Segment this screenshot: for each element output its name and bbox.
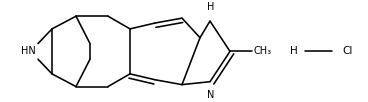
Text: N: N [207, 90, 215, 100]
Text: H: H [207, 2, 215, 12]
Text: CH₃: CH₃ [254, 46, 272, 56]
Text: H: H [290, 46, 298, 56]
Text: Cl: Cl [342, 46, 353, 56]
Text: HN: HN [21, 46, 36, 56]
